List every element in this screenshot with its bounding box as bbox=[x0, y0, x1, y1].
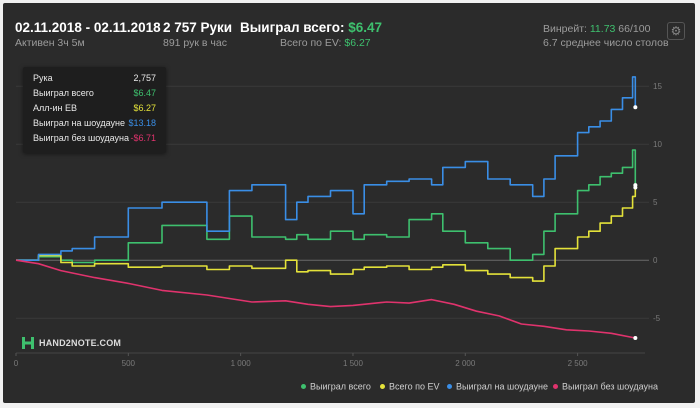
chart-series bbox=[15, 76, 638, 341]
x-tick-label: 0 bbox=[14, 359, 19, 368]
active-time: Активен 3ч 5м bbox=[15, 37, 85, 49]
legend-marker bbox=[380, 384, 385, 390]
ev-total: Всего по EV: $6.27 bbox=[280, 37, 371, 49]
avg-tables: 6.7 среднее число столов bbox=[543, 37, 669, 49]
y-tick-label: 5 bbox=[653, 198, 658, 207]
tooltip-value: $13.18 bbox=[128, 118, 156, 128]
x-tick-label: 500 bbox=[122, 359, 136, 368]
legend-label: Выиграл без шоудауна bbox=[562, 381, 658, 392]
tooltip-row: Рука 2,757 bbox=[33, 73, 156, 87]
date-range: 02.11.2018 - 02.11.2018 bbox=[15, 20, 161, 35]
winrate-unit: 66/100 bbox=[618, 23, 651, 35]
series-line-3 bbox=[15, 259, 636, 339]
tooltip-label: Выиграл всего bbox=[33, 88, 94, 98]
won-total: Выиграл всего: $6.47 bbox=[240, 20, 382, 35]
winrate-value: 11.73 bbox=[589, 23, 616, 35]
hands-per-hour: 891 рук в час bbox=[163, 37, 227, 49]
tooltip-label: Алл-ин EB bbox=[33, 103, 78, 113]
stats-header: 02.11.2018 - 02.11.2018 Активен 3ч 5м 2 … bbox=[3, 3, 695, 53]
winrate: Винрейт: 11.73 66/100 bbox=[543, 23, 650, 35]
tooltip-value: -$6.71 bbox=[130, 133, 156, 143]
legend-marker bbox=[553, 384, 558, 390]
winrate-label: Винрейт: bbox=[543, 23, 587, 35]
stats-panel: 02.11.2018 - 02.11.2018 Активен 3ч 5м 2 … bbox=[3, 3, 695, 403]
ev-total-value: $6.27 bbox=[344, 37, 371, 49]
won-total-value: $6.47 bbox=[348, 20, 383, 35]
x-tick-label: 2 500 bbox=[568, 359, 589, 368]
x-tick-label: 1 500 bbox=[343, 359, 364, 368]
tooltip-label: Выиграл без шоудауна bbox=[33, 133, 129, 143]
tooltip-value: $6.27 bbox=[133, 103, 156, 113]
legend-item[interactable]: Выиграл без шоудауна bbox=[553, 381, 658, 392]
tooltip-row: Выиграл всего $6.47 bbox=[33, 88, 156, 102]
legend-label: Выиграл на шоудауне bbox=[456, 381, 548, 392]
x-tick-label: 1 000 bbox=[231, 359, 252, 368]
y-tick-label: 0 bbox=[653, 256, 658, 265]
gear-icon[interactable]: ⚙ bbox=[667, 22, 685, 40]
series-line-2 bbox=[16, 76, 637, 261]
hand2note-logo-icon bbox=[22, 337, 34, 349]
y-tick-label: 10 bbox=[653, 140, 662, 149]
hand2note-logo: HAND2NOTE.COM bbox=[21, 336, 121, 352]
series-end-point bbox=[633, 105, 638, 110]
legend-label: Всего по EV bbox=[389, 381, 440, 392]
series-end-point bbox=[633, 336, 638, 341]
legend-label: Выиграл всего bbox=[310, 381, 371, 392]
hover-tooltip: Рука 2,757 Выиграл всего $6.47 Алл-ин EB… bbox=[23, 67, 166, 153]
legend-item[interactable]: Выиграл на шоудауне bbox=[447, 381, 548, 392]
legend-marker bbox=[301, 384, 306, 390]
series-line-0 bbox=[16, 149, 637, 264]
x-tick-label: 2 000 bbox=[455, 359, 476, 368]
tooltip-row: Выиграл на шоудауне $13.18 bbox=[33, 118, 156, 132]
won-total-label: Выиграл всего: bbox=[240, 20, 345, 35]
tooltip-label: Рука bbox=[33, 73, 53, 83]
series-line-1 bbox=[16, 187, 637, 282]
tooltip-row: Выиграл без шоудауна -$6.71 bbox=[33, 133, 156, 147]
ev-total-label: Всего по EV: bbox=[280, 37, 342, 49]
chart-axis-labels: 15 10 5 0 -5 0 500 1 000 1 500 2 000 2 500 bbox=[14, 82, 663, 368]
y-tick-label: 15 bbox=[653, 82, 662, 91]
hands-count: 2 757 Руки bbox=[163, 20, 233, 35]
hand2note-logo-text: HAND2NOTE.COM bbox=[39, 338, 122, 348]
tooltip-value: $6.47 bbox=[133, 88, 156, 98]
tooltip-row: Алл-ин EB $6.27 bbox=[33, 103, 156, 117]
tooltip-value: 2,757 bbox=[133, 73, 156, 83]
y-tick-label: -5 bbox=[653, 314, 661, 323]
legend-marker bbox=[447, 384, 452, 390]
legend-item[interactable]: Всего по EV bbox=[380, 381, 439, 392]
legend-item[interactable]: Выиграл всего bbox=[301, 381, 371, 392]
tooltip-label: Выиграл на шоудауне bbox=[33, 118, 125, 128]
series-end-point bbox=[633, 185, 638, 190]
